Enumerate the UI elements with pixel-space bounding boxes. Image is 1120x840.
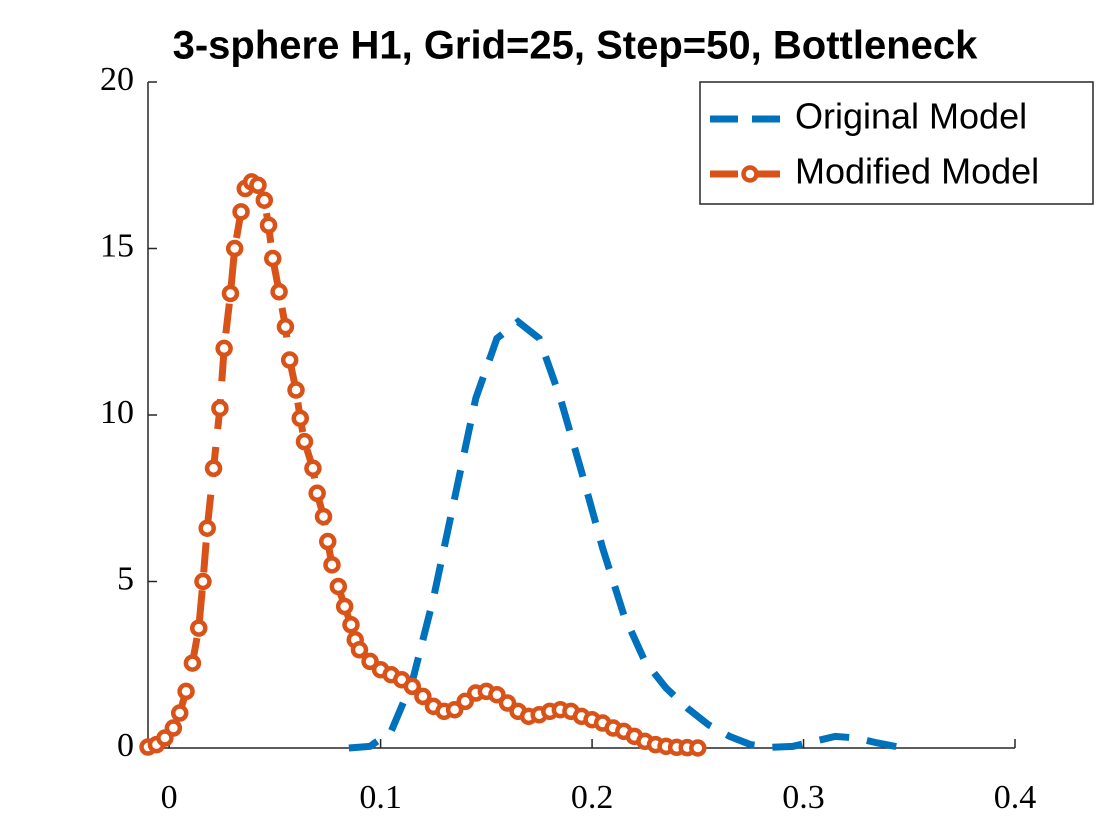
- data-point: [211, 399, 229, 418]
- data-point: [308, 484, 326, 503]
- x-tick-label: 0.1: [359, 779, 402, 816]
- data-point: [291, 409, 310, 428]
- data-point: [164, 719, 183, 737]
- data-point: [314, 507, 333, 526]
- data-point: [280, 351, 299, 369]
- y-tick-label: 0: [117, 727, 134, 764]
- legend-label: Modified Model: [795, 151, 1039, 192]
- data-point: [329, 577, 348, 596]
- chart-title: 3-sphere H1, Grid=25, Step=50, Bottlenec…: [173, 24, 979, 68]
- data-point: [287, 381, 305, 399]
- legend-marker: [741, 165, 759, 183]
- series-line: [348, 317, 910, 752]
- data-point: [323, 556, 341, 574]
- data-point: [361, 652, 379, 671]
- data-point: [249, 176, 267, 194]
- data-point: [488, 685, 506, 704]
- y-tick-label: 10: [100, 394, 134, 431]
- data-point: [221, 284, 240, 303]
- data-point: [342, 616, 360, 634]
- x-tick-label: 0.4: [994, 779, 1037, 816]
- data-point: [414, 687, 432, 706]
- data-point: [198, 519, 216, 537]
- data-point: [190, 619, 208, 637]
- data-point: [225, 239, 244, 258]
- data-point: [456, 692, 474, 711]
- y-tick-label: 5: [117, 560, 134, 597]
- x-tick-label: 0: [161, 779, 178, 816]
- data-point: [304, 459, 322, 478]
- legend-label: Original Model: [795, 96, 1027, 137]
- data-point: [689, 739, 707, 757]
- data-point: [445, 700, 464, 719]
- data-point: [177, 682, 195, 701]
- data-point: [215, 339, 233, 358]
- data-point: [194, 572, 212, 591]
- data-point: [170, 704, 189, 722]
- data-point: [183, 654, 202, 672]
- data-point: [204, 459, 223, 478]
- y-tick-label: 15: [100, 227, 134, 264]
- legend-box: [699, 81, 1094, 205]
- data-point: [232, 203, 250, 221]
- data-point: [276, 318, 295, 336]
- data-point: [318, 532, 337, 551]
- data-point: [259, 216, 278, 234]
- data-point: [270, 283, 288, 301]
- data-point: [335, 597, 354, 616]
- data-point: [498, 694, 517, 712]
- x-tick-label: 0.2: [571, 779, 614, 816]
- data-point: [264, 249, 282, 268]
- data-point: [350, 641, 369, 659]
- data-point: [255, 191, 274, 209]
- data-point: [403, 677, 422, 696]
- x-tick-label: 0.3: [782, 779, 825, 816]
- data-point: [295, 432, 314, 451]
- y-tick-label: 20: [100, 61, 134, 98]
- legend: Original Model Modified Model: [699, 81, 1094, 205]
